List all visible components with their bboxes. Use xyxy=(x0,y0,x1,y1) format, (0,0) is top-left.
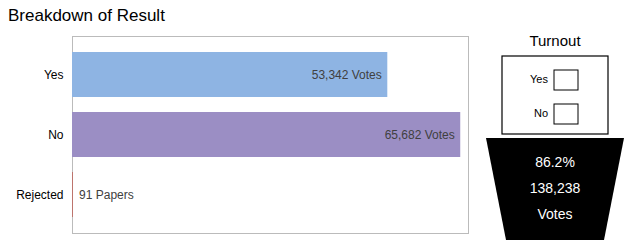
svg-text:53,342 Votes: 53,342 Votes xyxy=(312,68,382,82)
svg-text:91 Papers: 91 Papers xyxy=(79,188,134,202)
svg-text:86.2%: 86.2% xyxy=(535,154,575,170)
svg-text:65,682 Votes: 65,682 Votes xyxy=(385,128,455,142)
svg-text:No: No xyxy=(48,128,64,142)
html-text:Breakdown of Result: Breakdown of Result xyxy=(8,6,165,25)
svg-text:Yes: Yes xyxy=(44,68,64,82)
svg-text:138,238: 138,238 xyxy=(530,180,581,196)
svg-text:Rejected: Rejected xyxy=(16,188,63,202)
svg-text:Yes: Yes xyxy=(530,73,548,85)
svg-text:Turnout: Turnout xyxy=(529,32,581,49)
svg-text:No: No xyxy=(534,107,548,119)
svg-text:Votes: Votes xyxy=(537,206,572,222)
